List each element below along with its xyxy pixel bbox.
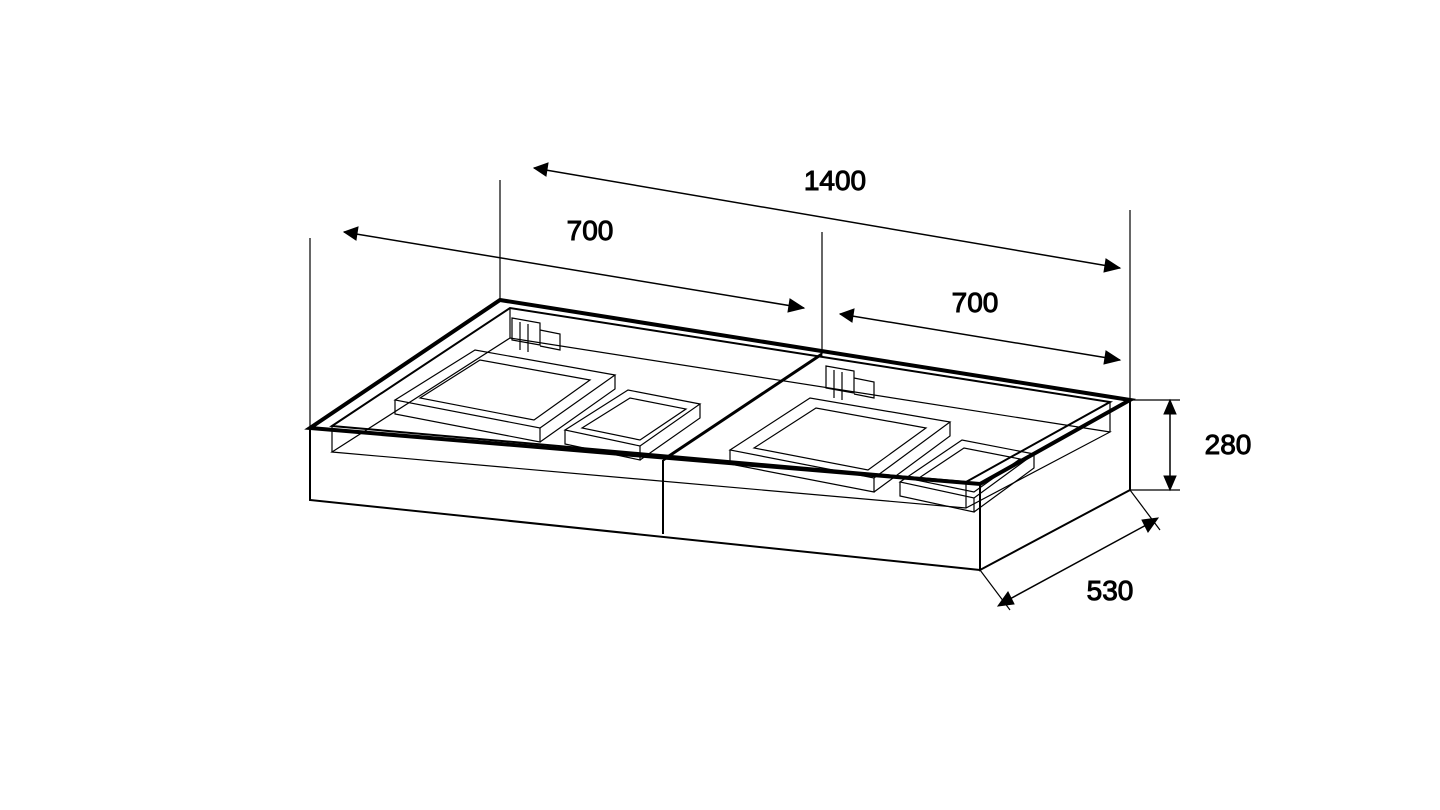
dimension-lines: 1400 700 700 280 — [310, 163, 1251, 610]
dim-width-total-label: 1400 — [804, 165, 866, 196]
dim-depth-label: 530 — [1087, 575, 1134, 606]
technical-drawing: 1400 700 700 280 — [0, 0, 1440, 810]
right-bracket — [826, 366, 874, 400]
dim-width-right-label: 700 — [952, 287, 999, 318]
cabinet-body — [310, 300, 1130, 570]
dim-width-left: 700 — [344, 215, 804, 312]
right-compartment-inserts — [730, 366, 1034, 512]
dim-height-label: 280 — [1205, 429, 1252, 460]
left-bracket — [512, 318, 560, 352]
dim-width-left-label: 700 — [567, 215, 614, 246]
dim-depth: 530 — [980, 490, 1160, 610]
dim-width-right: 700 — [840, 287, 1120, 364]
dim-height: 280 — [1130, 400, 1251, 490]
dim-width-total: 1400 — [534, 163, 1120, 272]
